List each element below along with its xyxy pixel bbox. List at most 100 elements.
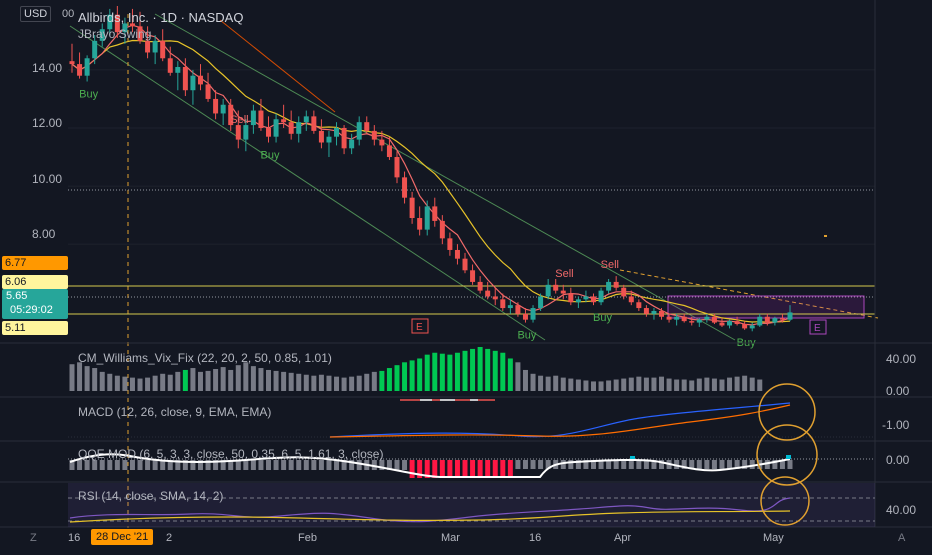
candle-body[interactable]	[394, 157, 400, 178]
candle-body[interactable]	[719, 322, 725, 326]
candle-body[interactable]	[462, 258, 468, 271]
candle-body[interactable]	[636, 302, 642, 309]
candle-body[interactable]	[553, 284, 559, 291]
candle-body[interactable]	[114, 14, 120, 33]
candle-body[interactable]	[764, 316, 770, 323]
vix-title[interactable]: CM_Williams_Vix_Fix (22, 20, 2, 50, 0.85…	[78, 351, 332, 365]
indicator-title[interactable]: JBrayo Swing	[78, 27, 151, 41]
candle-body[interactable]	[424, 206, 430, 230]
candle-body[interactable]	[258, 110, 264, 128]
candle-body[interactable]	[560, 290, 566, 294]
candle-body[interactable]	[341, 127, 347, 149]
candle-body[interactable]	[77, 64, 83, 76]
candle-body[interactable]	[220, 104, 226, 114]
candle-body[interactable]	[628, 296, 634, 303]
candle-body[interactable]	[742, 324, 748, 329]
candle-body[interactable]	[711, 316, 717, 323]
candle-body[interactable]	[727, 321, 733, 326]
candle-body[interactable]	[129, 23, 135, 27]
axis-z-button[interactable]: Z	[30, 532, 37, 544]
candle-body[interactable]	[250, 110, 256, 126]
candle-body[interactable]	[197, 75, 203, 85]
candle-body[interactable]	[190, 75, 196, 91]
candle-body[interactable]	[757, 316, 763, 326]
candle-body[interactable]	[439, 220, 445, 239]
candle-body[interactable]	[734, 321, 740, 325]
candle-body[interactable]	[243, 125, 249, 140]
candle-body[interactable]	[772, 318, 778, 323]
candle-body[interactable]	[349, 139, 355, 149]
candle-body[interactable]	[364, 122, 370, 131]
candle-body[interactable]	[402, 177, 408, 198]
candle-body[interactable]	[432, 206, 438, 221]
candle-body[interactable]	[288, 122, 294, 134]
candle-body[interactable]	[228, 104, 234, 126]
candle-body[interactable]	[371, 130, 377, 140]
candle-body[interactable]	[492, 296, 498, 300]
candle-body[interactable]	[303, 116, 309, 123]
candle-body[interactable]	[311, 116, 317, 131]
candle-body[interactable]	[145, 40, 151, 53]
currency-button[interactable]: USD	[20, 6, 52, 22]
candle-body[interactable]	[575, 299, 581, 303]
candle-body[interactable]	[515, 305, 521, 314]
candle-body[interactable]	[318, 130, 324, 143]
candle-body[interactable]	[681, 316, 687, 322]
candle-body[interactable]	[205, 84, 211, 99]
candle-body[interactable]	[507, 305, 513, 309]
candle-body[interactable]	[84, 58, 90, 76]
candle-body[interactable]	[386, 145, 392, 158]
candle-body[interactable]	[273, 119, 279, 137]
candle-body[interactable]	[696, 319, 702, 323]
candle-body[interactable]	[674, 316, 680, 320]
candle-body[interactable]	[485, 290, 491, 297]
candle-body[interactable]	[598, 290, 604, 303]
candle-body[interactable]	[643, 308, 649, 314]
candle-body[interactable]	[545, 284, 551, 297]
candle-body[interactable]	[334, 127, 340, 137]
candle-body[interactable]	[266, 127, 272, 137]
candle-body[interactable]	[160, 40, 166, 59]
macd-title[interactable]: MACD (12, 26, close, 9, EMA, EMA)	[78, 405, 271, 419]
candle-body[interactable]	[296, 122, 302, 134]
rsi-title[interactable]: RSI (14, close, SMA, 14, 2)	[78, 489, 223, 503]
candle-body[interactable]	[704, 316, 710, 320]
candles-group[interactable]	[69, 6, 793, 332]
candle-body[interactable]	[659, 310, 665, 317]
candle-body[interactable]	[621, 287, 627, 297]
candle-body[interactable]	[122, 23, 128, 33]
candle-body[interactable]	[583, 296, 589, 300]
candle-body[interactable]	[281, 119, 287, 123]
candle-body[interactable]	[606, 281, 612, 291]
candle-body[interactable]	[590, 296, 596, 303]
candle-body[interactable]	[167, 58, 173, 73]
candle-body[interactable]	[235, 125, 241, 140]
candle-body[interactable]	[137, 26, 143, 41]
candle-body[interactable]	[470, 270, 476, 282]
candle-body[interactable]	[417, 218, 423, 230]
candle-body[interactable]	[568, 293, 574, 303]
candle-body[interactable]	[379, 139, 385, 146]
candle-body[interactable]	[447, 238, 453, 250]
candle-body[interactable]	[666, 316, 672, 320]
candle-body[interactable]	[689, 321, 695, 323]
candle-body[interactable]	[613, 281, 619, 288]
candle-body[interactable]	[409, 197, 415, 219]
candle-body[interactable]	[69, 61, 75, 65]
candle-body[interactable]	[454, 249, 460, 259]
candle-body[interactable]	[152, 40, 158, 53]
candle-body[interactable]	[500, 299, 506, 309]
candle-body[interactable]	[779, 318, 785, 320]
candle-body[interactable]	[538, 296, 544, 309]
candle-body[interactable]	[326, 136, 332, 143]
symbol-title[interactable]: Allbirds, Inc. · 1D · NASDAQ	[78, 10, 243, 25]
candle-body[interactable]	[356, 122, 362, 140]
candle-body[interactable]	[530, 308, 536, 320]
candle-body[interactable]	[749, 325, 755, 329]
candle-body[interactable]	[175, 66, 181, 73]
candle-body[interactable]	[182, 66, 188, 91]
candle-body[interactable]	[107, 14, 113, 30]
qqe-title[interactable]: QQE MOD (6, 5, 3, 3, close, 50, 0.35, 6,…	[78, 447, 383, 461]
candle-body[interactable]	[651, 310, 657, 314]
